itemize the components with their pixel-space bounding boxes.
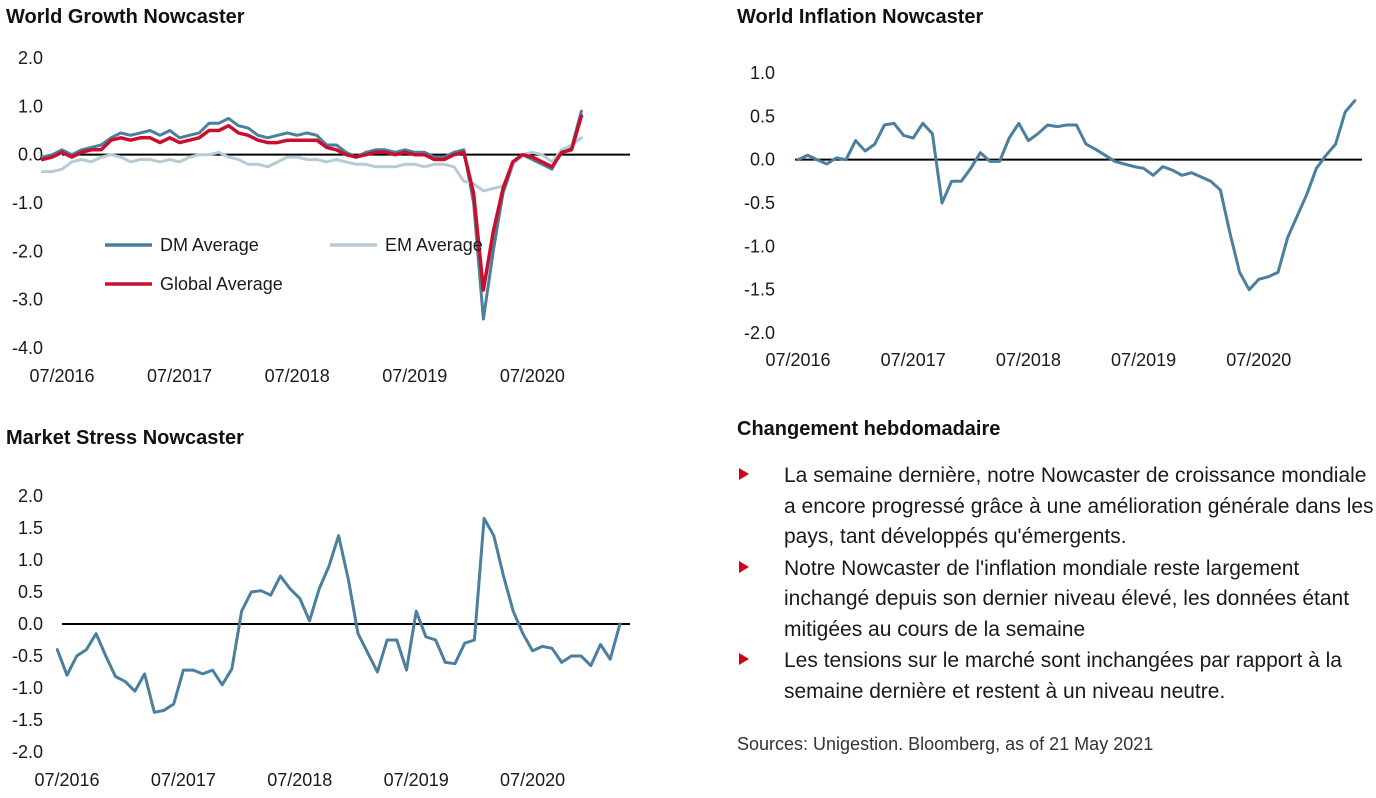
- x-tick-label: 07/2016: [34, 770, 99, 790]
- series-line-em-average: [40, 136, 583, 193]
- series-line-global-average: [40, 114, 584, 292]
- bullet-arrow-icon: [739, 560, 749, 573]
- bullet-arrow-icon: [739, 653, 749, 665]
- y-tick-label: 0.5: [750, 106, 775, 126]
- commentary-text: Les tensions sur le marché sont inchangé…: [784, 649, 1342, 703]
- y-tick-label: -1.5: [12, 710, 43, 730]
- y-tick-label: 0.0: [750, 150, 775, 170]
- x-tick-label: 07/2019: [382, 366, 447, 386]
- y-tick-label: 1.0: [18, 96, 43, 116]
- commentary-text: La semaine dernière, notre Nowcaster de …: [784, 464, 1374, 548]
- y-tick-label: -0.5: [744, 193, 775, 213]
- x-tick-label: 07/2017: [151, 770, 216, 790]
- y-tick-label: -1.0: [744, 236, 775, 256]
- x-tick-label: 07/2018: [265, 366, 330, 386]
- x-tick-label: 07/2016: [29, 366, 94, 386]
- weekly-commentary: Changement hebdomadaire La semaine derni…: [737, 418, 1376, 708]
- y-tick-label: -1.5: [744, 280, 775, 300]
- y-tick-label: -3.0: [12, 290, 43, 310]
- y-tick-label: -1.0: [12, 678, 43, 698]
- y-tick-label: 1.5: [18, 518, 43, 538]
- legend-label: EM Average: [385, 235, 483, 255]
- commentary-list: La semaine dernière, notre Nowcaster de …: [737, 461, 1376, 707]
- series-line-chart2: [55, 516, 622, 714]
- y-tick-label: 2.0: [18, 486, 43, 506]
- legend-label: Global Average: [160, 274, 283, 294]
- x-tick-label: 07/2018: [996, 350, 1061, 370]
- y-tick-label: -0.5: [12, 646, 43, 666]
- y-tick-label: -4.0: [12, 338, 43, 358]
- x-tick-label: 07/2020: [1226, 350, 1291, 370]
- y-tick-label: 0.0: [18, 614, 43, 634]
- x-tick-label: 07/2020: [500, 366, 565, 386]
- y-tick-label: 1.0: [750, 63, 775, 83]
- y-tick-label: 0.5: [18, 582, 43, 602]
- commentary-bullet: Notre Nowcaster de l'inflation mondiale …: [737, 554, 1376, 646]
- x-tick-label: 07/2016: [765, 350, 830, 370]
- series-line-dm-average: [40, 109, 583, 321]
- commentary-bullet: Les tensions sur le marché sont inchangé…: [737, 646, 1376, 707]
- y-tick-label: -2.0: [12, 241, 43, 261]
- x-tick-label: 07/2020: [500, 770, 565, 790]
- y-tick-label: -2.0: [744, 323, 775, 343]
- series-line-chart1: [796, 99, 1357, 292]
- y-tick-label: -1.0: [12, 193, 43, 213]
- bullet-arrow-icon: [739, 468, 749, 480]
- y-tick-label: 1.0: [18, 550, 43, 570]
- growth-chart-title: World Growth Nowcaster: [6, 6, 245, 28]
- y-tick-label: 0.0: [18, 145, 43, 165]
- stress-chart-title: Market Stress Nowcaster: [6, 427, 244, 449]
- x-tick-label: 07/2017: [881, 350, 946, 370]
- x-tick-label: 07/2019: [1111, 350, 1176, 370]
- y-tick-label: 2.0: [18, 48, 43, 68]
- commentary-bullet: La semaine dernière, notre Nowcaster de …: [737, 461, 1376, 553]
- y-tick-label: -2.0: [12, 742, 43, 762]
- legend-label: DM Average: [160, 235, 259, 255]
- x-tick-label: 07/2018: [267, 770, 332, 790]
- x-tick-label: 07/2019: [384, 770, 449, 790]
- x-tick-label: 07/2017: [147, 366, 212, 386]
- commentary-text: Notre Nowcaster de l'inflation mondiale …: [784, 556, 1350, 641]
- inflation-chart-title: World Inflation Nowcaster: [737, 6, 984, 28]
- commentary-title: Changement hebdomadaire: [737, 418, 1001, 440]
- sources-note: Sources: Unigestion. Bloomberg, as of 21…: [737, 734, 1154, 754]
